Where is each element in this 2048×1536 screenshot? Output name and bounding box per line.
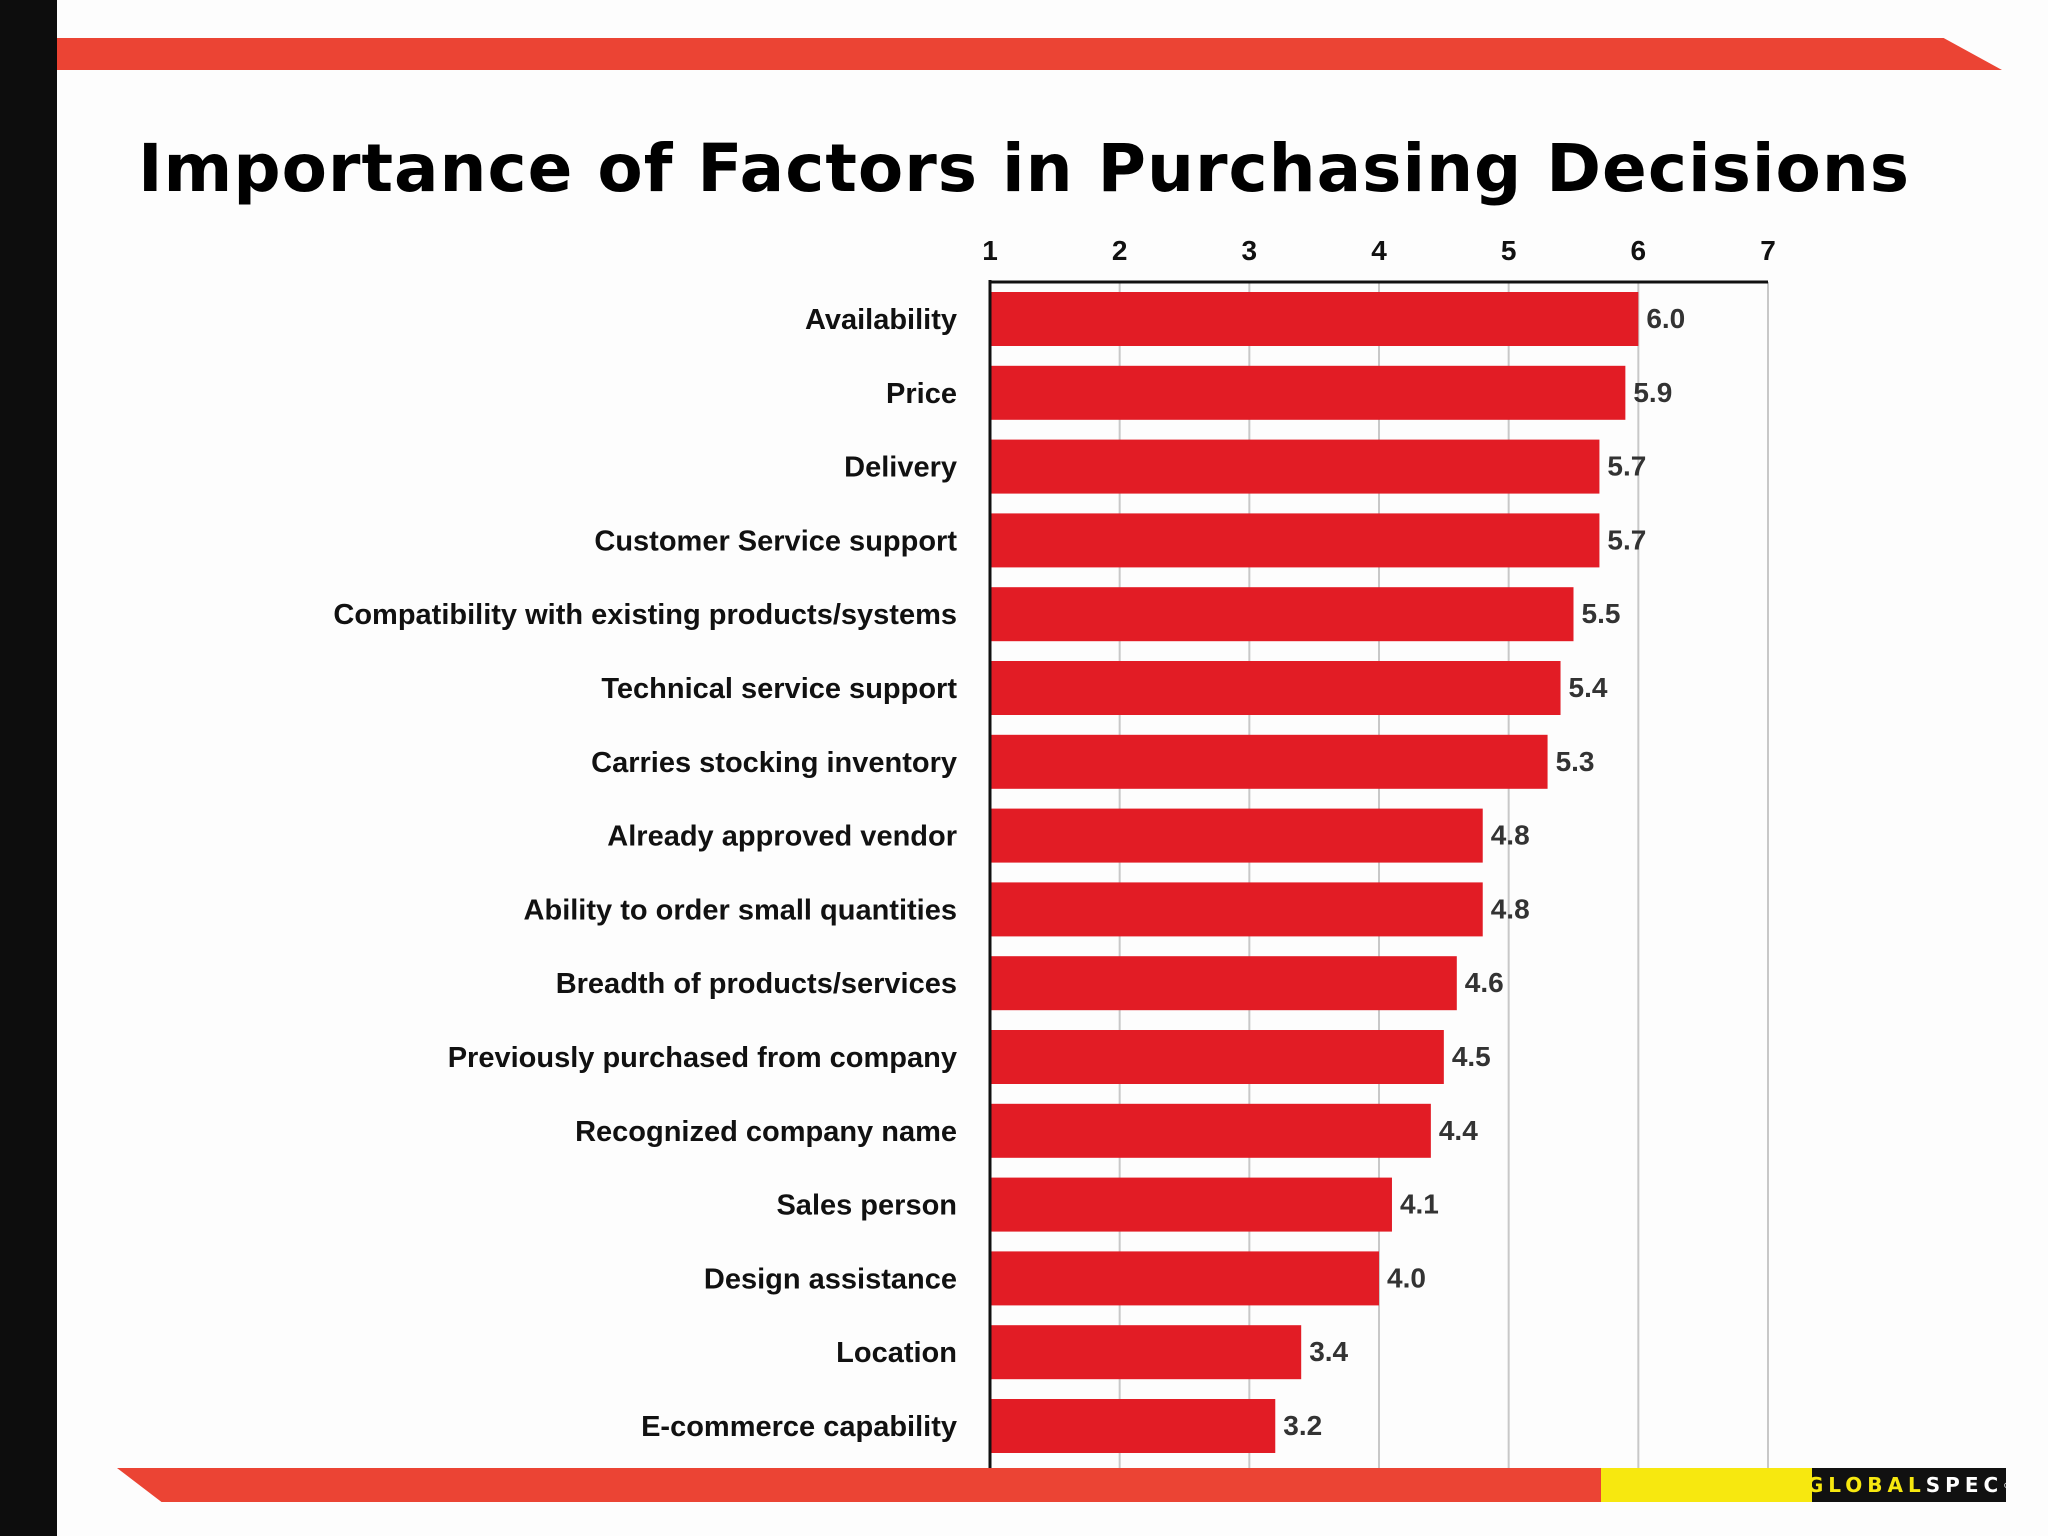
logo-registered-mark: ® <box>2003 1480 2012 1490</box>
bar <box>990 1399 1276 1453</box>
bar-value-label: 6.0 <box>1646 303 1685 334</box>
bar <box>990 808 1483 863</box>
bar <box>990 1103 1431 1158</box>
x-tick-label: 3 <box>1242 235 1258 266</box>
bar <box>990 1030 1444 1084</box>
bar-value-label: 3.4 <box>1309 1336 1348 1367</box>
category-label: Location <box>836 1337 957 1369</box>
bar <box>990 587 1574 642</box>
category-label: Availability <box>805 304 957 336</box>
x-tick-label: 4 <box>1371 235 1387 266</box>
bar-value-label: 4.8 <box>1491 820 1530 851</box>
bar <box>990 1177 1392 1232</box>
x-tick-label: 1 <box>982 235 998 266</box>
bar <box>990 661 1561 715</box>
bar-value-label: 5.3 <box>1556 746 1595 777</box>
bar <box>990 1325 1302 1380</box>
category-label: Carries stocking inventory <box>591 747 957 779</box>
category-label: Delivery <box>844 452 957 484</box>
bar <box>990 439 1600 494</box>
bottom-decorative-stripe <box>117 1468 1601 1502</box>
bar-value-label: 5.9 <box>1633 377 1672 408</box>
bar <box>990 513 1600 568</box>
bar <box>990 734 1548 789</box>
x-tick-label: 2 <box>1112 235 1128 266</box>
bar-value-label: 4.1 <box>1400 1189 1439 1220</box>
category-label: Price <box>886 378 957 410</box>
bar <box>990 365 1626 420</box>
bar-value-label: 5.7 <box>1607 451 1646 482</box>
logo-text-spec: SPEC <box>1925 1473 2004 1497</box>
bar <box>990 1251 1379 1306</box>
category-label: Design assistance <box>704 1263 957 1295</box>
left-edge-bar <box>0 0 57 1536</box>
category-label: E-commerce capability <box>641 1411 957 1443</box>
bar-value-label: 5.7 <box>1607 524 1646 555</box>
category-label: Breadth of products/services <box>556 968 957 1000</box>
bar-value-label: 4.0 <box>1387 1262 1426 1293</box>
category-label: Ability to order small quantities <box>524 894 957 926</box>
chart-title: Importance of Factors in Purchasing Deci… <box>138 130 1911 207</box>
bar-value-label: 5.5 <box>1582 598 1621 629</box>
category-label: Previously purchased from company <box>448 1042 957 1074</box>
category-label: Technical service support <box>601 673 957 705</box>
bar-value-label: 4.5 <box>1452 1041 1491 1072</box>
bar-value-label: 5.4 <box>1569 672 1608 703</box>
x-tick-label: 5 <box>1501 235 1517 266</box>
category-label: Recognized company name <box>575 1116 957 1148</box>
bottom-yellow-block <box>1601 1468 1812 1502</box>
bar-value-label: 4.6 <box>1465 967 1504 998</box>
bar <box>990 292 1639 346</box>
category-label: Sales person <box>776 1190 957 1222</box>
top-decorative-stripe <box>57 38 2002 70</box>
bar <box>990 882 1483 937</box>
category-label: Already approved vendor <box>607 821 957 853</box>
bar-value-label: 4.8 <box>1491 893 1530 924</box>
x-tick-label: 6 <box>1631 235 1647 266</box>
bar-value-label: 3.2 <box>1283 1410 1322 1441</box>
globalspec-logo: GLOBAL SPEC ® <box>1807 1468 2011 1502</box>
category-label: Compatibility with existing products/sys… <box>333 599 957 631</box>
bar <box>990 956 1457 1011</box>
logo-text-global: GLOBAL <box>1806 1473 1926 1497</box>
x-tick-label: 7 <box>1760 235 1776 266</box>
bar-value-label: 4.4 <box>1439 1115 1478 1146</box>
category-label: Customer Service support <box>594 525 957 557</box>
